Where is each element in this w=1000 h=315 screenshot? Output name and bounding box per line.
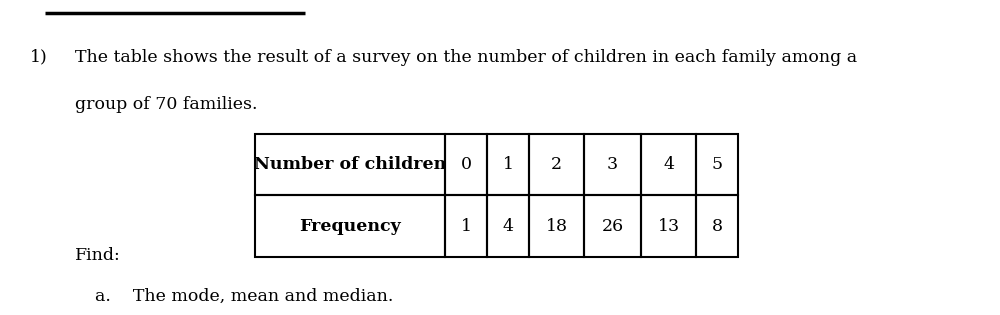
Bar [696, 134, 738, 195]
Text: 1: 1 [460, 218, 472, 234]
Bar [641, 195, 696, 257]
Text: a.    The mode, mean and median.: a. The mode, mean and median. [95, 288, 393, 305]
Text: 1: 1 [503, 156, 514, 173]
Text: 13: 13 [657, 218, 680, 234]
Text: Find:: Find: [75, 247, 121, 264]
Text: Frequency: Frequency [299, 218, 401, 234]
Text: 0: 0 [460, 156, 472, 173]
Bar [529, 195, 584, 257]
Bar [487, 195, 529, 257]
Text: group of 70 families.: group of 70 families. [75, 96, 258, 113]
Bar [487, 134, 529, 195]
Bar [445, 134, 487, 195]
Text: 4: 4 [503, 218, 514, 234]
Bar [696, 195, 738, 257]
Text: 3: 3 [607, 156, 618, 173]
Bar [255, 134, 445, 195]
Text: Number of children: Number of children [254, 156, 446, 173]
Bar [445, 195, 487, 257]
Text: 1): 1) [30, 49, 48, 66]
Bar [641, 134, 696, 195]
Bar [255, 195, 445, 257]
Text: 8: 8 [712, 218, 723, 234]
Bar [529, 134, 584, 195]
Bar [584, 134, 641, 195]
Bar [584, 195, 641, 257]
Text: 18: 18 [546, 218, 568, 234]
Text: 26: 26 [601, 218, 624, 234]
Text: 4: 4 [663, 156, 674, 173]
Text: The table shows the result of a survey on the number of children in each family : The table shows the result of a survey o… [75, 49, 857, 66]
Text: 5: 5 [711, 156, 723, 173]
Text: 2: 2 [551, 156, 562, 173]
